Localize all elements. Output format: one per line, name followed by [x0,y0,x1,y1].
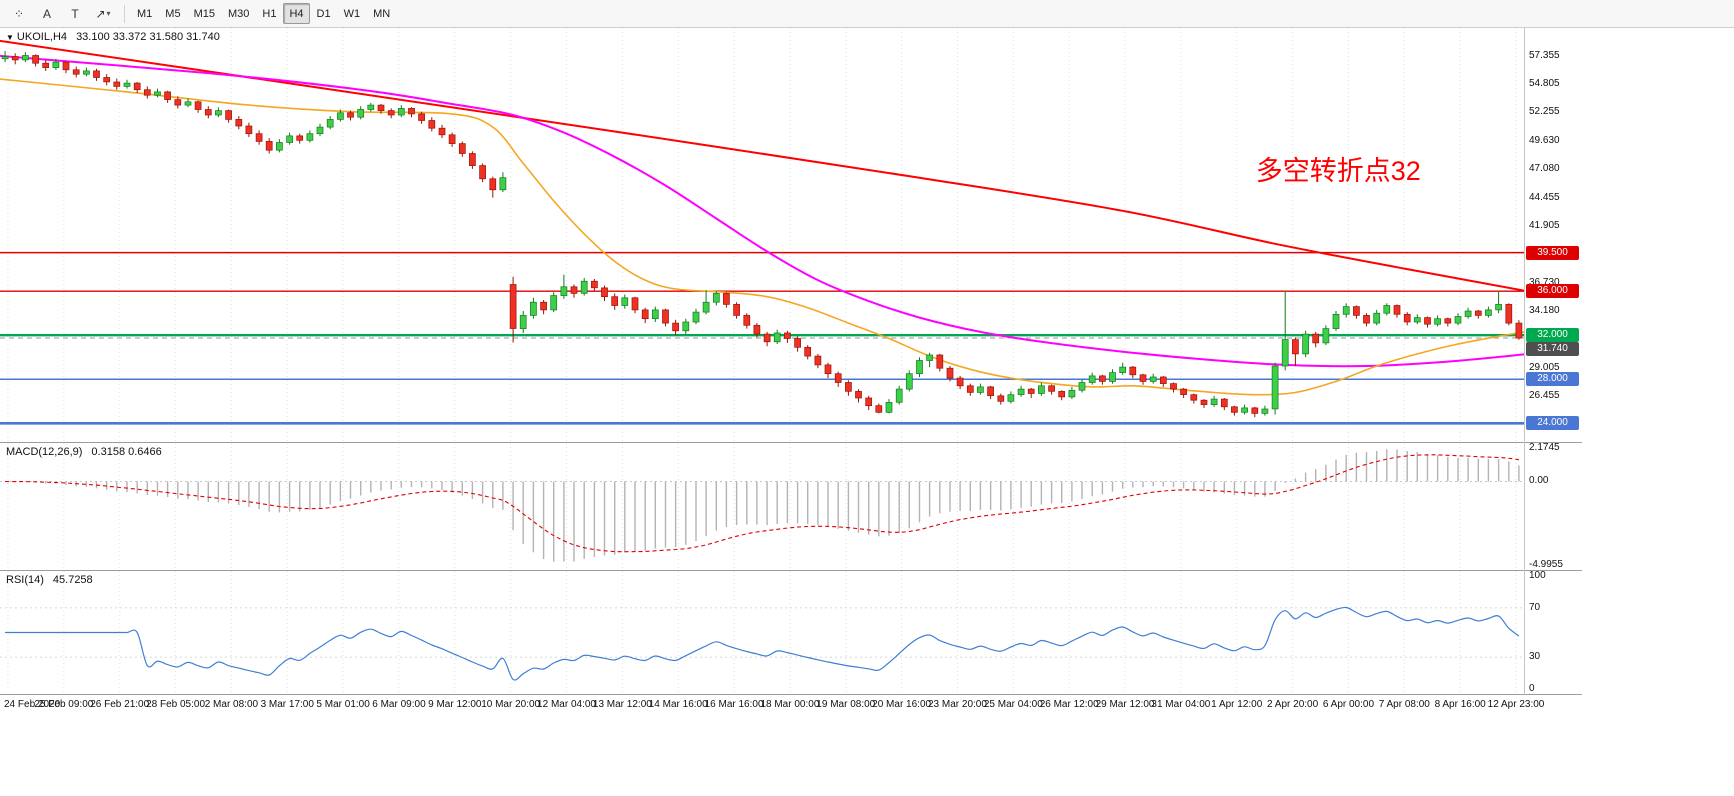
time-axis-label: 5 Mar 01:00 [316,699,370,710]
panel-separator[interactable] [0,570,1582,571]
time-axis-label: 9 Mar 12:00 [428,699,482,710]
time-axis-label: 14 Mar 16:00 [648,699,708,710]
time-axis-label: 18 Mar 00:00 [760,699,820,710]
price-axis-label: 52.255 [1529,106,1560,117]
time-axis-label: 6 Mar 09:00 [372,699,426,710]
price-badge: 39.500 [1526,246,1579,260]
chart-title: ▼ UKOIL,H4 33.100 33.372 31.580 31.740 [6,31,220,43]
price-badge: 31.740 [1526,342,1579,356]
time-axis-label: 6 Apr 00:00 [1322,699,1375,710]
timeframe-button-h4[interactable]: H4 [283,3,310,24]
toolbar: ⁘ A T ↗ ▾ M1 M5 M15 M30 H1 H4 D1 W1 MN [0,0,1734,28]
time-axis-label: 25 Feb 09:00 [34,699,94,710]
crosshair-icon: ⁘ [13,6,25,21]
text-tool-button[interactable]: T [62,3,88,25]
indicator-axis-label: 30 [1529,651,1541,662]
chart-area: ▼ UKOIL,H4 33.100 33.372 31.580 31.740 多空转… [0,28,1582,716]
timeframe-button-mn[interactable]: MN [373,7,391,20]
time-axis-label: 20 Mar 16:00 [872,699,932,710]
timeframe-group: M1 M5 M15 M30 H1 H4 D1 W1 MN [131,3,397,24]
indicator-axis-label: -4.9955 [1529,559,1563,570]
rsi-title: RSI(14) 45.7258 [6,574,93,586]
symbol-label: UKOIL,H4 [16,31,68,43]
time-axis-label: 2 Mar 08:00 [204,699,259,710]
time-axis[interactable]: 24 Feb 2020 25 Feb 09:00 26 Feb 21:00 28 Fe… [0,695,1582,716]
drawing-tools-group: ⁘ A T ↗ ▾ [6,3,118,25]
macd-panel: MACD(12,26,9) 0.3158 0.6466 [0,443,1524,570]
time-axis-label: 3 Mar 17:00 [260,699,314,710]
price-axis-label: 54.805 [1529,78,1560,89]
time-axis-label: 2 Apr 20:00 [1267,699,1319,710]
time-axis-label: 12 Mar 04:00 [537,699,596,710]
time-axis-label: 7 Apr 08:00 [1378,699,1430,710]
macd-canvas[interactable] [0,443,1524,570]
price-axis-label: 47.080 [1529,163,1560,174]
price-axis-label: 34.180 [1529,305,1560,316]
rsi-label: RSI(14) [6,574,44,586]
panel-separator[interactable] [0,442,1582,443]
main-chart-panel: ▼ UKOIL,H4 33.100 33.372 31.580 31.740 多空转… [0,28,1524,442]
timeframe-button-m15[interactable]: M15 [193,7,215,20]
timeframe-button-m1[interactable]: M1 [137,7,153,20]
macd-label: MACD(12,26,9) [6,446,83,458]
indicator-axis-label: 2.1745 [1529,442,1560,453]
arrow-objects-tool-button[interactable]: ↗ ▾ [90,3,116,25]
price-badge: 32.000 [1526,328,1579,342]
price-badge: 28.000 [1526,372,1579,386]
price-axis-label: 26.455 [1529,390,1560,401]
price-badge: 24.000 [1526,416,1579,430]
time-axis-label: 10 Mar 20:00 [481,699,541,710]
macd-title: MACD(12,26,9) 0.3158 0.6466 [6,446,162,458]
timeframe-button-m5[interactable]: M5 [165,7,181,20]
text-label-tool-button[interactable]: A [34,3,60,25]
price-axis[interactable]: 57.355 54.805 52.255 49.630 47.080 44.455 41.9… [1525,28,1582,695]
chart-context-icon: ▼ [6,33,14,42]
rsi-value: 45.7258 [52,574,93,586]
crosshair-tool-button[interactable]: ⁘ [6,3,32,25]
price-axis-label: 57.355 [1529,50,1560,61]
ohlc-values: 33.100 33.372 31.580 31.740 [76,31,220,43]
time-axis-label: 29 Mar 12:00 [1095,699,1155,710]
price-badge: 36.000 [1526,284,1579,298]
time-axis-label: 24 Feb 2020 [4,699,61,710]
time-axis-label: 13 Mar 12:00 [592,699,652,710]
toolbar-divider [124,4,125,23]
main-chart-canvas[interactable] [0,28,1524,442]
time-axis-label: 19 Mar 08:00 [816,699,876,710]
time-axis-label: 8 Apr 16:00 [1434,699,1486,710]
indicator-axis-label: 100 [1529,570,1546,581]
time-axis-label: 26 Mar 12:00 [1039,699,1099,710]
time-axis-label: 25 Mar 04:00 [983,699,1043,710]
macd-values: 0.3158 0.6466 [91,446,162,458]
text-label-icon: A [42,6,51,21]
time-axis-label: 12 Apr 23:00 [1487,699,1545,710]
price-axis-label: 29.005 [1529,362,1560,373]
timeframe-button-m30[interactable]: M30 [227,7,250,20]
time-axis-label: 23 Mar 20:00 [928,699,987,710]
time-axis-label: 1 Apr 12:00 [1211,699,1263,710]
indicator-axis-label: 0.00 [1529,475,1549,486]
timeframe-button-w1[interactable]: W1 [343,7,361,20]
timeframe-button-d1[interactable]: D1 [316,7,331,20]
time-axis-label: 26 Feb 21:00 [90,699,150,710]
text-icon: T [71,6,79,21]
axis-divider [1524,28,1525,695]
price-axis-label: 41.905 [1529,220,1560,231]
annotation-text: 多空转折点32 [1255,156,1421,187]
time-axis-label: 28 Feb 05:00 [146,699,206,710]
time-axis-label: 16 Mar 16:00 [704,699,764,710]
arrow-objects-icon: ↗ [95,6,106,21]
price-axis-label: 36.730 [1529,277,1560,288]
rsi-panel: RSI(14) 45.7258 [0,571,1524,694]
rsi-canvas[interactable] [0,571,1524,694]
price-axis-label: 49.630 [1529,135,1560,146]
time-axis-label: 31 Mar 04:00 [1151,699,1211,710]
panel-separator [0,694,1582,695]
chevron-down-icon: ▾ [106,9,111,18]
indicator-axis-label: 0 [1529,683,1535,694]
price-axis-label: 44.455 [1529,192,1560,203]
timeframe-button-h1[interactable]: H1 [262,7,277,20]
indicator-axis-label: 70 [1529,602,1541,613]
